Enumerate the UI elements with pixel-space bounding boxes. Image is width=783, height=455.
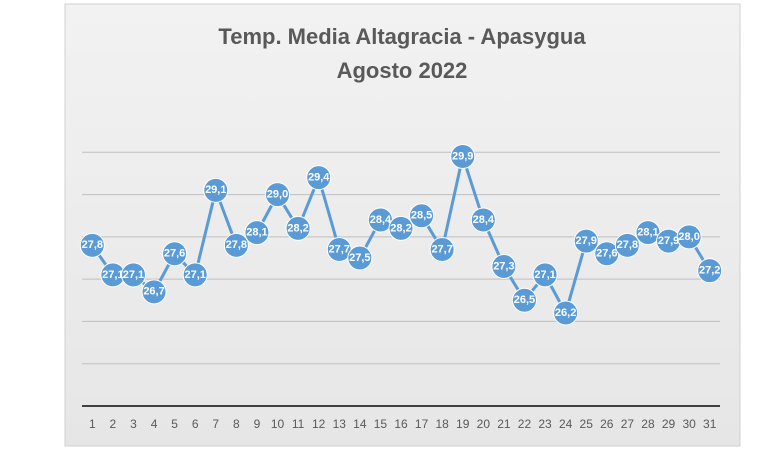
- data-label: 29,9: [452, 150, 473, 162]
- chart-title: Agosto 2022: [337, 58, 468, 83]
- x-tick-label: 8: [233, 417, 240, 431]
- data-label: 27,1: [102, 269, 123, 281]
- x-tick-label: 18: [435, 417, 449, 431]
- data-point: [244, 220, 270, 246]
- x-tick-label: 1: [89, 417, 96, 431]
- data-label: 26,5: [514, 294, 535, 306]
- data-label: 27,6: [164, 248, 185, 260]
- x-tick-label: 9: [254, 417, 261, 431]
- data-label: 28,5: [411, 210, 432, 222]
- x-tick-label: 25: [580, 417, 594, 431]
- data-label: 27,7: [329, 243, 350, 255]
- x-tick-label: 16: [394, 417, 408, 431]
- data-label: 29,0: [267, 188, 288, 200]
- x-tick-label: 28: [641, 417, 655, 431]
- data-point: [697, 258, 723, 284]
- data-label: 27,6: [596, 248, 617, 260]
- data-label: 28,4: [473, 214, 495, 226]
- data-point: [532, 262, 558, 288]
- data-label: 27,2: [699, 265, 720, 277]
- x-tick-label: 5: [171, 417, 178, 431]
- data-label: 28,2: [287, 222, 308, 234]
- data-point: [223, 232, 249, 258]
- data-label: 26,2: [555, 307, 576, 319]
- x-tick-label: 24: [559, 417, 573, 431]
- data-point: [162, 241, 188, 267]
- data-label: 27,1: [534, 269, 555, 281]
- x-tick-label: 31: [703, 417, 717, 431]
- data-point: [553, 300, 579, 326]
- x-tick-label: 15: [374, 417, 388, 431]
- data-label: 27,9: [658, 235, 679, 247]
- data-label: 27,5: [349, 252, 370, 264]
- x-tick-label: 29: [662, 417, 676, 431]
- data-label: 28,4: [370, 214, 392, 226]
- data-point: [285, 215, 311, 241]
- data-label: 28,1: [637, 227, 658, 239]
- x-tick-label: 4: [151, 417, 158, 431]
- x-tick-label: 21: [497, 417, 511, 431]
- data-point: [306, 165, 332, 191]
- data-point: [450, 144, 476, 170]
- x-tick-label: 23: [538, 417, 552, 431]
- data-point: [347, 245, 373, 271]
- data-point: [470, 207, 496, 233]
- x-tick-label: 11: [292, 417, 305, 431]
- x-tick-label: 14: [353, 417, 367, 431]
- data-label: 29,1: [205, 184, 226, 196]
- data-label: 27,8: [617, 239, 638, 251]
- data-point: [491, 253, 517, 279]
- data-point: [511, 287, 537, 313]
- data-label: 28,1: [246, 227, 267, 239]
- x-tick-label: 30: [682, 417, 696, 431]
- x-tick-label: 26: [600, 417, 614, 431]
- x-tick-label: 2: [110, 417, 117, 431]
- data-point: [388, 215, 414, 241]
- x-tick-label: 13: [333, 417, 347, 431]
- x-tick-label: 7: [212, 417, 219, 431]
- data-label: 26,7: [143, 286, 164, 298]
- data-point: [573, 228, 599, 254]
- data-point: [203, 177, 229, 203]
- x-tick-label: 19: [456, 417, 470, 431]
- data-point: [676, 224, 702, 250]
- data-label: 28,2: [390, 222, 411, 234]
- x-tick-label: 12: [312, 417, 326, 431]
- data-label: 27,1: [123, 269, 144, 281]
- data-label: 28,0: [678, 231, 699, 243]
- chart-title: Temp. Media Altagracia - Apasygua: [218, 24, 586, 49]
- data-point: [614, 232, 640, 258]
- data-point: [79, 232, 105, 258]
- x-tick-label: 17: [415, 417, 429, 431]
- x-tick-label: 10: [271, 417, 285, 431]
- data-point: [120, 262, 146, 288]
- data-point: [409, 203, 435, 229]
- data-label: 27,8: [226, 239, 247, 251]
- x-tick-label: 20: [477, 417, 491, 431]
- data-label: 27,7: [431, 243, 452, 255]
- x-tick-label: 22: [518, 417, 532, 431]
- data-point: [141, 279, 167, 305]
- x-tick-label: 27: [621, 417, 635, 431]
- data-label: 27,8: [82, 239, 103, 251]
- data-label: 27,9: [576, 235, 597, 247]
- data-label: 29,4: [308, 172, 330, 184]
- data-point: [265, 182, 291, 208]
- x-tick-label: 3: [130, 417, 137, 431]
- data-point: [429, 237, 455, 263]
- data-point: [182, 262, 208, 288]
- data-label: 27,1: [184, 269, 205, 281]
- x-tick-label: 6: [192, 417, 199, 431]
- data-label: 27,3: [493, 260, 514, 272]
